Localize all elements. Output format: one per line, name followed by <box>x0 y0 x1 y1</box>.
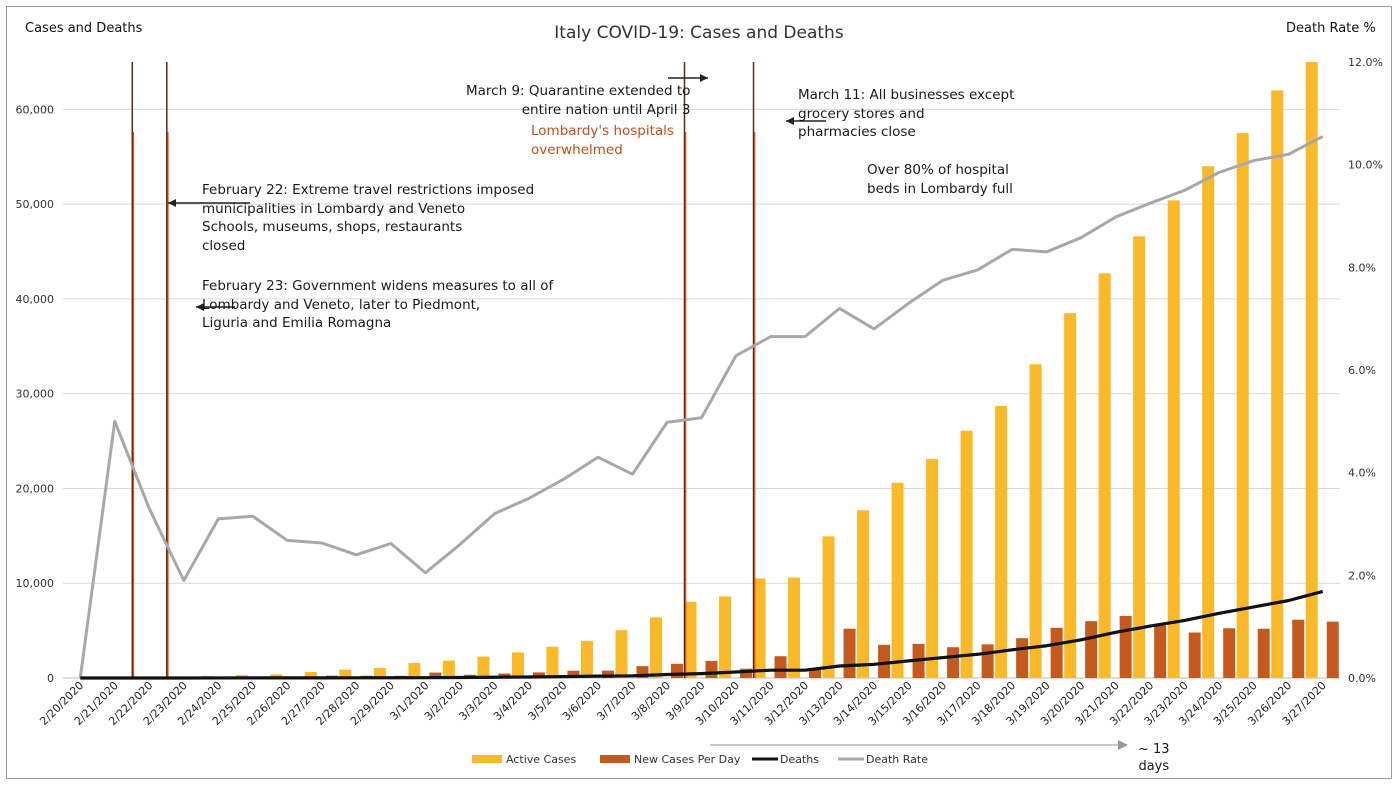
bar-new-cases <box>1292 620 1304 678</box>
bar-active-cases <box>1168 200 1180 678</box>
chart-title: Italy COVID-19: Cases and Deaths <box>554 23 844 43</box>
bar-active-cases <box>546 647 558 678</box>
bar-active-cases <box>1030 364 1042 678</box>
y-left-tick-label: 50,000 <box>16 198 55 211</box>
bar-active-cases <box>477 657 489 678</box>
bar-new-cases <box>1051 628 1063 678</box>
bar-new-cases <box>775 656 787 678</box>
legend-label: Death Rate <box>866 753 928 766</box>
bar-new-cases <box>947 647 959 678</box>
bar-new-cases <box>844 629 856 678</box>
y-right-tick-label: 4.0% <box>1348 467 1376 480</box>
bar-new-cases <box>1189 633 1201 678</box>
bar-active-cases <box>961 431 973 678</box>
bar-active-cases <box>926 459 938 678</box>
annotation-feb22: February 22: Extreme travel restrictions… <box>202 181 534 255</box>
left-axis-title: Cases and Deaths <box>25 21 143 36</box>
arrow-feb22-head <box>168 199 176 207</box>
bar-active-cases <box>1064 313 1076 678</box>
arrow-mar11-head <box>786 117 794 125</box>
bar-new-cases <box>982 644 994 678</box>
bar-new-cases <box>1327 622 1339 678</box>
bar-new-cases <box>1223 628 1235 678</box>
bar-active-cases <box>857 510 869 678</box>
annotation-feb23: February 23: Government widens measures … <box>202 277 553 333</box>
bar-active-cases <box>581 641 593 678</box>
bar-active-cases <box>1237 133 1249 678</box>
legend-swatch <box>600 755 630 763</box>
y-right-tick-label: 6.0% <box>1348 364 1376 377</box>
y-left-tick-label: 10,000 <box>16 577 55 590</box>
bar-active-cases <box>650 617 662 678</box>
annotation-mar11-beds: Over 80% of hospital beds in Lombardy fu… <box>867 161 1013 198</box>
bar-active-cases <box>1271 90 1283 678</box>
span-arrow-head <box>1118 740 1128 750</box>
annotation-mar11: March 11: All businesses except grocery … <box>798 86 1014 142</box>
bar-new-cases <box>1016 638 1028 678</box>
y-left-tick-label: 0 <box>47 672 54 685</box>
annotation-mar9: March 9: Quarantine extended to entire n… <box>466 82 690 119</box>
bar-new-cases <box>1120 616 1132 678</box>
legend-swatch <box>472 755 502 763</box>
bar-active-cases <box>1306 62 1318 678</box>
y-left-tick-label: 20,000 <box>16 482 55 495</box>
y-right-tick-label: 10.0% <box>1348 159 1383 172</box>
annotation-mar9-hospitals: Lombardy's hospitals overwhelmed <box>531 122 674 159</box>
y-right-tick-label: 12.0% <box>1348 56 1383 69</box>
legend-label: Active Cases <box>506 753 576 766</box>
bar-active-cases <box>788 578 800 678</box>
bar-active-cases <box>892 483 904 678</box>
bar-active-cases <box>995 406 1007 678</box>
arrow-mar9-head <box>700 74 708 82</box>
bar-active-cases <box>1133 236 1145 678</box>
bar-active-cases <box>719 596 731 678</box>
y-right-tick-label: 8.0% <box>1348 261 1376 274</box>
bar-active-cases <box>443 661 455 678</box>
bar-active-cases <box>1202 166 1214 678</box>
y-right-tick-label: 0.0% <box>1348 672 1376 685</box>
bar-active-cases <box>823 536 835 678</box>
bar-active-cases <box>512 652 524 678</box>
annotation-13-days: ~ 13 days <box>1138 741 1170 775</box>
bar-active-cases <box>408 663 420 678</box>
bar-new-cases <box>1258 629 1270 678</box>
bar-active-cases <box>1099 273 1111 678</box>
y-left-tick-label: 60,000 <box>16 103 55 116</box>
right-axis-title: Death Rate % <box>1286 21 1376 36</box>
y-left-tick-label: 40,000 <box>16 293 55 306</box>
legend-label: New Cases Per Day <box>634 753 741 766</box>
y-left-tick-label: 30,000 <box>16 388 55 401</box>
bar-new-cases <box>706 661 718 678</box>
bar-new-cases <box>1085 621 1097 678</box>
bar-active-cases <box>615 630 627 678</box>
legend-label: Deaths <box>780 753 819 766</box>
y-right-tick-label: 2.0% <box>1348 569 1376 582</box>
bar-new-cases <box>1154 625 1166 678</box>
